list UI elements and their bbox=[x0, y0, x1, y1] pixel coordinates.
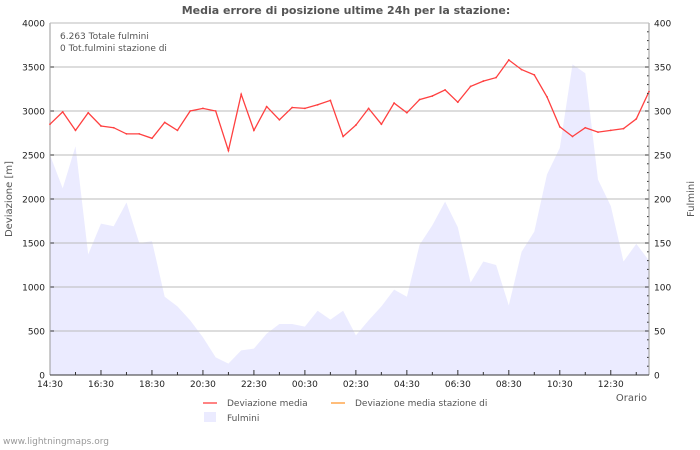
y2-tick-label: 50 bbox=[654, 328, 666, 338]
data-point bbox=[533, 74, 536, 76]
legend-label-deviazione-stazione: Deviazione media stazione di bbox=[355, 399, 487, 409]
x-tick-label: 12:30 bbox=[598, 380, 624, 390]
data-point bbox=[61, 110, 64, 113]
chart-title: Media errore di posizione ultime 24h per… bbox=[182, 4, 511, 17]
data-point bbox=[622, 127, 625, 130]
x-tick-label: 00:30 bbox=[292, 380, 318, 390]
legend: Deviazione media Deviazione media stazio… bbox=[203, 399, 487, 424]
y2-tick-label: 250 bbox=[654, 152, 671, 162]
footer-credit: www.lightningmaps.org bbox=[3, 437, 109, 447]
y-tick-label: 500 bbox=[28, 328, 45, 338]
data-point bbox=[291, 106, 294, 109]
data-point bbox=[571, 135, 574, 138]
x-tick-label: 02:30 bbox=[343, 380, 369, 390]
data-point bbox=[444, 88, 446, 91]
data-point bbox=[49, 123, 51, 126]
data-point bbox=[303, 107, 306, 110]
legend-label-deviazione-media: Deviazione media bbox=[227, 399, 308, 409]
data-point bbox=[202, 107, 204, 110]
y2-tick-label: 400 bbox=[654, 20, 671, 30]
data-point bbox=[418, 98, 421, 101]
data-point bbox=[482, 80, 485, 82]
data-point bbox=[278, 118, 281, 121]
data-point bbox=[648, 90, 650, 93]
data-point bbox=[367, 107, 370, 110]
data-point bbox=[495, 76, 497, 79]
y2-tick-label: 150 bbox=[654, 240, 671, 250]
data-point bbox=[151, 137, 153, 140]
y2-tick-label: 0 bbox=[654, 372, 660, 382]
data-point bbox=[507, 59, 510, 61]
y-tick-label: 2500 bbox=[22, 152, 45, 162]
data-point bbox=[405, 111, 408, 114]
data-point bbox=[520, 68, 523, 71]
y-tick-label: 0 bbox=[39, 372, 45, 382]
data-point bbox=[138, 132, 141, 135]
data-point bbox=[74, 129, 77, 132]
data-point bbox=[354, 124, 357, 126]
data-point bbox=[546, 96, 548, 98]
data-point bbox=[176, 129, 179, 132]
x-tick-label: 04:30 bbox=[394, 380, 420, 390]
data-point bbox=[214, 110, 217, 112]
data-point bbox=[329, 99, 332, 102]
x-tick-label: 22:30 bbox=[241, 380, 267, 390]
y-axis-label: Deviazione [m] bbox=[4, 161, 15, 237]
x-tick-label: 18:30 bbox=[139, 380, 165, 390]
y-tick-label: 4000 bbox=[22, 20, 45, 30]
x-tick-label: 16:30 bbox=[88, 380, 114, 390]
data-point bbox=[240, 93, 243, 96]
data-point bbox=[380, 123, 383, 126]
y-tick-label: 1000 bbox=[22, 284, 45, 294]
x-axis-label: Orario bbox=[616, 393, 647, 404]
data-point bbox=[316, 103, 319, 106]
y-tick-label: 3000 bbox=[22, 108, 45, 118]
y-tick-label: 2000 bbox=[22, 196, 45, 206]
y2-axis-label: Fulmini bbox=[686, 181, 697, 217]
y2-tick-label: 300 bbox=[654, 108, 671, 118]
data-point bbox=[125, 132, 128, 135]
y-tick-label: 1500 bbox=[22, 240, 45, 250]
x-tick-label: 14:30 bbox=[37, 380, 63, 390]
data-point bbox=[100, 125, 102, 127]
y2-tick-label: 200 bbox=[654, 196, 671, 206]
data-point bbox=[265, 105, 268, 108]
data-point bbox=[609, 129, 612, 132]
y2-tick-label: 100 bbox=[654, 284, 671, 294]
annotation-station: 0 Tot.fulmini stazione di bbox=[60, 44, 167, 54]
fulmini-area bbox=[50, 64, 649, 376]
annotation-total: 6.263 Totale fulmini bbox=[60, 32, 149, 42]
data-point bbox=[469, 85, 472, 88]
data-point bbox=[456, 101, 459, 104]
data-point bbox=[635, 118, 638, 120]
data-point bbox=[227, 149, 230, 152]
data-point bbox=[163, 121, 166, 124]
y-tick-label: 3500 bbox=[22, 64, 45, 74]
data-point bbox=[87, 111, 90, 114]
x-tick-label: 08:30 bbox=[496, 380, 522, 390]
data-point bbox=[342, 135, 345, 138]
data-point bbox=[558, 125, 561, 128]
x-tick-label: 20:30 bbox=[190, 380, 216, 390]
data-point bbox=[584, 126, 587, 129]
x-tick-label: 06:30 bbox=[445, 380, 471, 390]
data-point bbox=[189, 110, 192, 112]
y2-tick-label: 350 bbox=[654, 64, 671, 74]
data-point bbox=[253, 129, 255, 132]
legend-label-fulmini: Fulmini bbox=[227, 414, 259, 424]
data-point bbox=[597, 131, 599, 134]
deviazione-media-line bbox=[49, 59, 650, 154]
legend-swatch-fulmini bbox=[204, 412, 216, 422]
data-point bbox=[431, 95, 434, 97]
data-point bbox=[112, 126, 115, 129]
deviazione-media-points bbox=[49, 59, 650, 152]
x-tick-label: 10:30 bbox=[547, 380, 573, 390]
data-point bbox=[393, 102, 396, 104]
